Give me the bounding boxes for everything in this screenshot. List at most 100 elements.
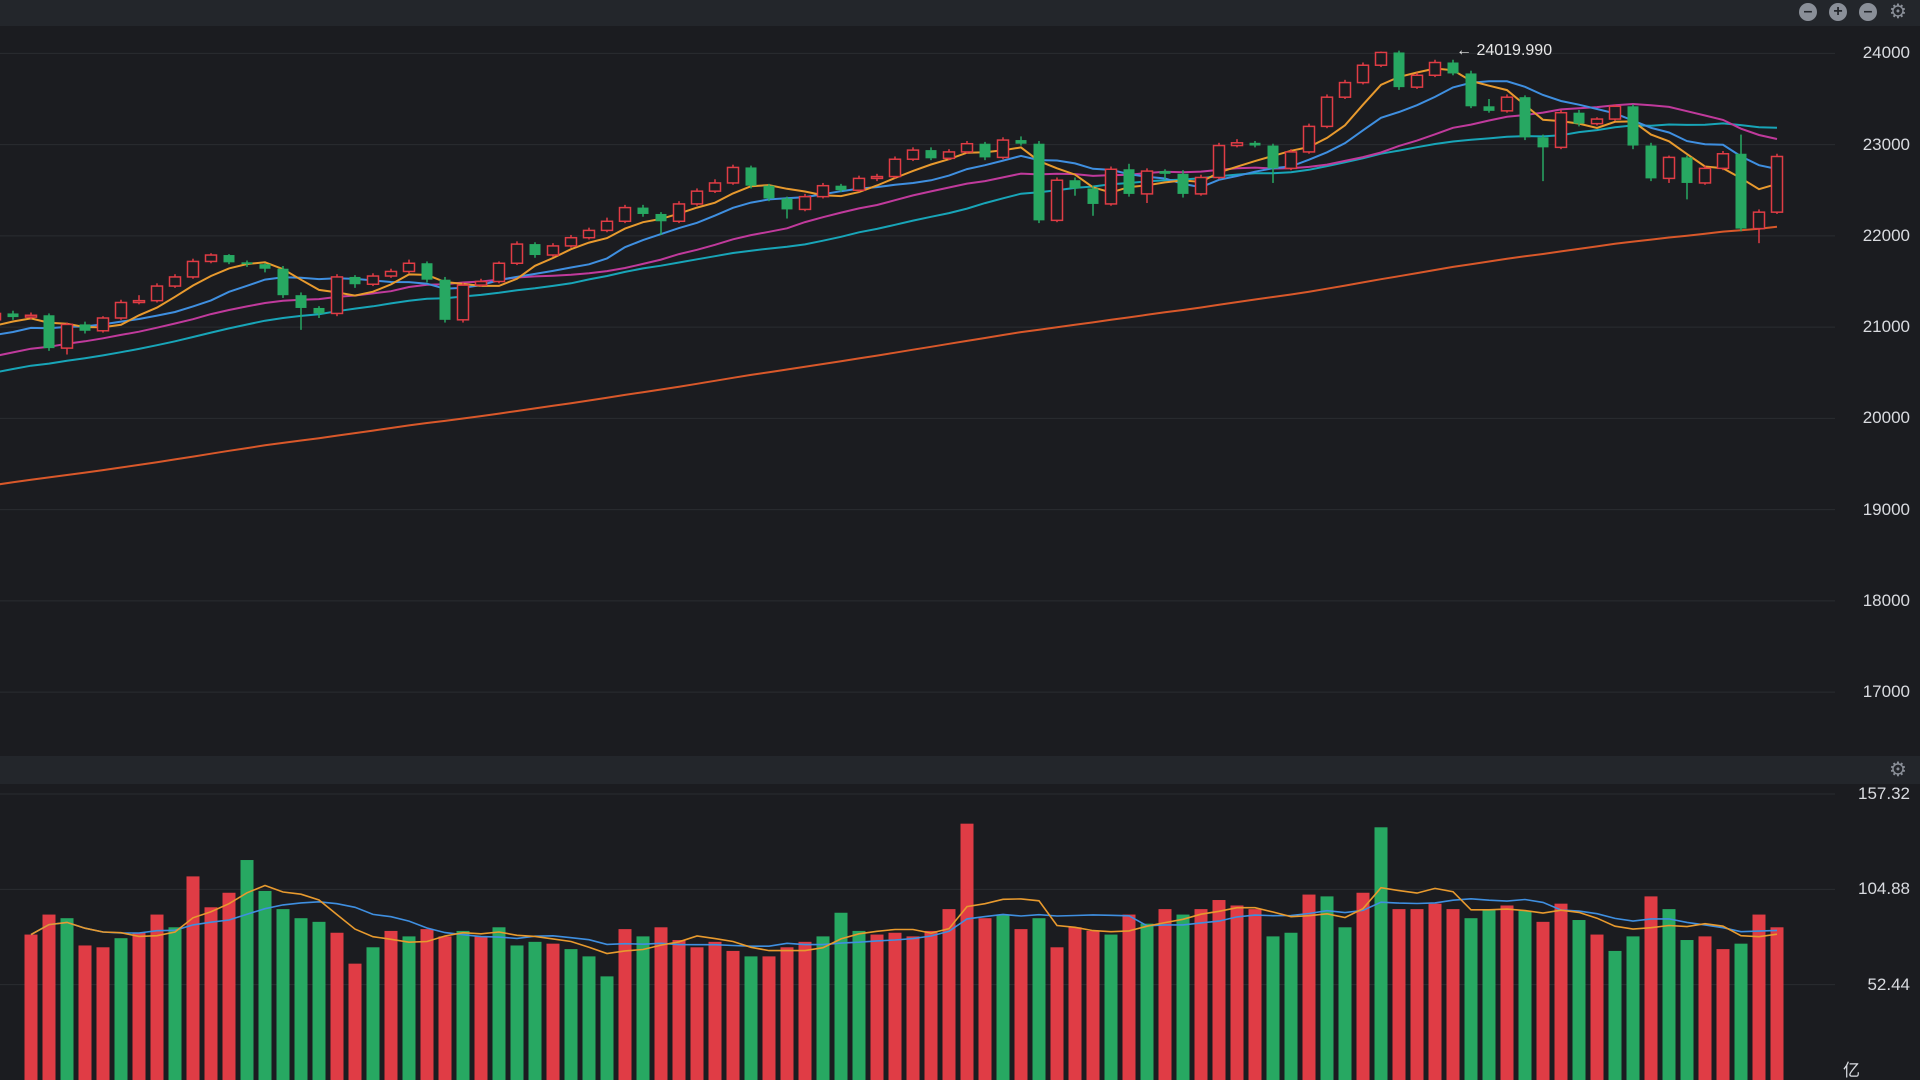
candle[interactable]: [925, 147, 937, 161]
candle[interactable]: [186, 258, 200, 279]
volume-bar[interactable]: [1050, 947, 1064, 1080]
volume-bar[interactable]: [636, 936, 650, 1080]
volume-bar[interactable]: [348, 963, 362, 1080]
candle[interactable]: [241, 260, 253, 267]
candle[interactable]: [223, 254, 235, 265]
candle[interactable]: [1069, 177, 1081, 196]
volume-bar[interactable]: [708, 941, 722, 1080]
volume-bar[interactable]: [1266, 936, 1280, 1080]
candlestick-chart[interactable]: [0, 26, 1920, 756]
volume-bar[interactable]: [1158, 909, 1172, 1080]
candle[interactable]: [852, 175, 866, 193]
candle[interactable]: [1140, 168, 1154, 204]
volume-bar[interactable]: [1662, 909, 1676, 1080]
candle[interactable]: [996, 137, 1010, 160]
candle[interactable]: [763, 183, 775, 202]
volume-bar[interactable]: [546, 943, 560, 1080]
candle[interactable]: [745, 165, 757, 189]
candle[interactable]: [1159, 169, 1171, 180]
volume-bar[interactable]: [618, 929, 632, 1080]
volume-bar[interactable]: [222, 892, 236, 1080]
volume-bar[interactable]: [1014, 929, 1028, 1080]
candle[interactable]: [96, 316, 110, 333]
candle[interactable]: [942, 149, 956, 161]
candle[interactable]: [366, 273, 380, 287]
volume-bar[interactable]: [1752, 914, 1766, 1080]
volume-bar[interactable]: [312, 921, 326, 1080]
candle[interactable]: [1104, 166, 1118, 206]
candle[interactable]: [1627, 104, 1639, 150]
candle[interactable]: [295, 292, 307, 330]
candle[interactable]: [1645, 142, 1657, 182]
volume-bar[interactable]: [402, 936, 416, 1080]
candle[interactable]: [421, 261, 433, 283]
candle[interactable]: [43, 313, 55, 351]
volume-bar[interactable]: [1140, 923, 1154, 1080]
volume-bar[interactable]: [24, 934, 38, 1080]
volume-bar[interactable]: [1446, 909, 1460, 1080]
volume-bar[interactable]: [1194, 909, 1208, 1080]
volume-bar[interactable]: [600, 976, 614, 1080]
candle[interactable]: [600, 217, 614, 233]
candle[interactable]: [1465, 70, 1477, 109]
candle[interactable]: [24, 312, 38, 319]
volume-bar[interactable]: [1536, 921, 1550, 1080]
candle[interactable]: [1662, 155, 1676, 183]
volume-bar[interactable]: [1104, 934, 1118, 1080]
volume-bar[interactable]: [60, 918, 74, 1080]
volume-bar[interactable]: [744, 956, 758, 1080]
volume-bar[interactable]: [276, 909, 290, 1080]
candle[interactable]: [277, 265, 289, 298]
candle[interactable]: [1770, 153, 1784, 214]
volume-bar[interactable]: [492, 927, 506, 1080]
candle[interactable]: [690, 188, 704, 206]
volume-bar[interactable]: [1068, 927, 1082, 1080]
volume-bar[interactable]: [1230, 905, 1244, 1080]
candle[interactable]: [1519, 95, 1531, 141]
candle[interactable]: [546, 243, 560, 257]
volume-bar[interactable]: [456, 930, 470, 1080]
candle[interactable]: [1267, 143, 1279, 183]
candle[interactable]: [7, 310, 19, 320]
candle[interactable]: [439, 276, 451, 323]
volume-bar[interactable]: [1320, 896, 1334, 1080]
volume-bar[interactable]: [852, 930, 866, 1080]
candle[interactable]: [655, 212, 667, 235]
minus-circle-icon[interactable]: –: [1859, 3, 1877, 21]
volume-bar[interactable]: [1410, 909, 1424, 1080]
candle[interactable]: [1123, 163, 1135, 197]
volume-bar[interactable]: [1626, 936, 1640, 1080]
candle[interactable]: [1356, 62, 1370, 85]
volume-bar[interactable]: [528, 941, 542, 1080]
candle[interactable]: [564, 234, 578, 248]
plus-circle-icon[interactable]: +: [1829, 3, 1847, 21]
volume-bar[interactable]: [1500, 905, 1514, 1080]
candle[interactable]: [456, 282, 470, 323]
volume-bar[interactable]: [132, 932, 146, 1080]
volume-bar[interactable]: [654, 927, 668, 1080]
volume-bar[interactable]: [168, 927, 182, 1080]
candle[interactable]: [1447, 59, 1459, 76]
volume-bar[interactable]: [726, 950, 740, 1080]
volume-bar[interactable]: [690, 947, 704, 1080]
volume-bar[interactable]: [258, 890, 272, 1080]
volume-bar[interactable]: [1086, 930, 1100, 1080]
volume-bar[interactable]: [564, 949, 578, 1080]
volume-bar[interactable]: [1590, 934, 1604, 1080]
candle[interactable]: [330, 274, 344, 317]
candle[interactable]: [204, 253, 218, 264]
candle[interactable]: [384, 268, 398, 278]
candle[interactable]: [1249, 140, 1261, 148]
candle[interactable]: [1735, 134, 1747, 232]
volume-bar[interactable]: [204, 907, 218, 1080]
candle[interactable]: [1500, 94, 1514, 113]
volume-bar[interactable]: [1122, 914, 1136, 1080]
volume-bar[interactable]: [942, 909, 956, 1080]
candle[interactable]: [168, 274, 182, 288]
candle[interactable]: [1374, 51, 1388, 68]
volume-bar[interactable]: [1248, 909, 1262, 1080]
candle[interactable]: [672, 201, 686, 224]
candle[interactable]: [618, 204, 632, 224]
volume-bar[interactable]: [780, 947, 794, 1080]
candle[interactable]: [1015, 136, 1027, 146]
